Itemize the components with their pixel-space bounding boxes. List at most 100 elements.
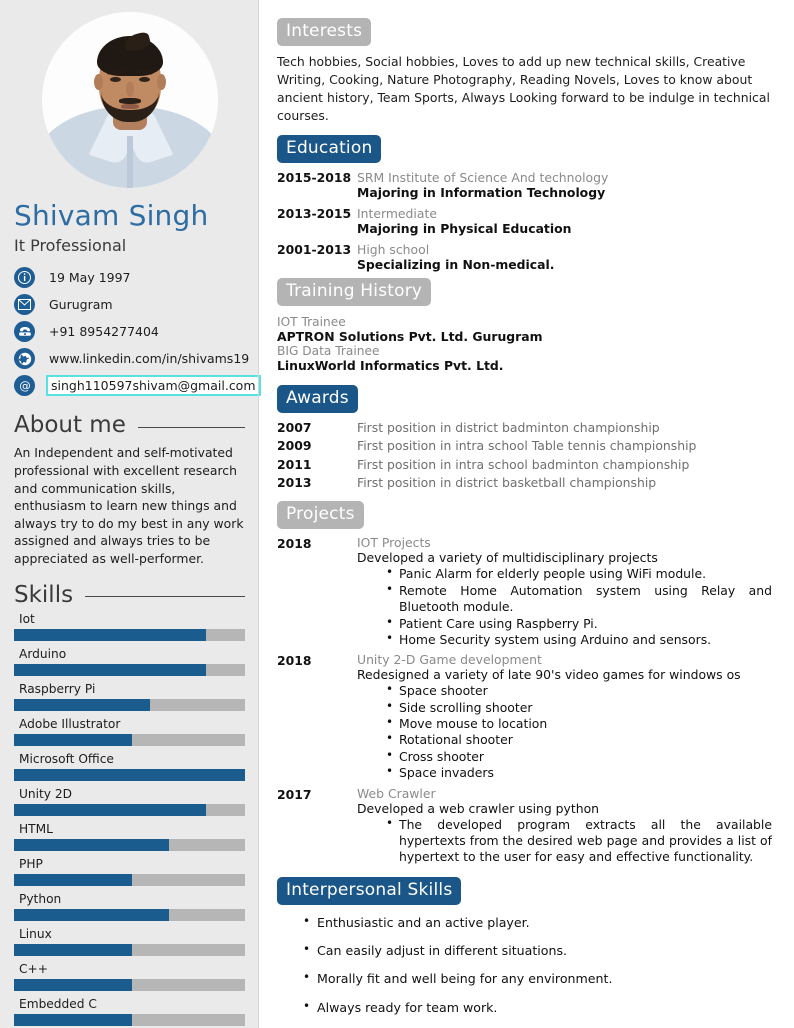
- project-bullet: Space invaders: [385, 764, 772, 781]
- projects-list: 2018 IOT Projects Developed a variety of…: [277, 535, 772, 865]
- contact-row-email[interactable]: @ singh110597shivam@gmail.com: [14, 373, 261, 398]
- skill-label: PHP: [19, 856, 43, 871]
- award-row: 2013 First position in district basketba…: [277, 474, 772, 492]
- info-icon: [14, 267, 35, 289]
- skill-bar-track: [14, 943, 245, 956]
- website-text[interactable]: www.linkedin.com/in/shivams19: [49, 351, 250, 367]
- project-bullet: Rotational shooter: [385, 731, 772, 748]
- training-company: APTRON Solutions Pvt. Ltd. Gurugram: [277, 328, 543, 344]
- training-heading: Training History: [277, 277, 432, 306]
- skill-item: Embedded C: [14, 997, 245, 1026]
- skill-bar-track: [14, 838, 245, 851]
- svg-text:@: @: [19, 379, 31, 393]
- skill-item: Microsoft Office: [14, 752, 245, 781]
- sidebar: Shivam Singh It Professional 19 May 1997…: [0, 0, 261, 1028]
- skill-bar-track: [14, 1013, 245, 1026]
- contact-row-birthdate: 19 May 1997: [14, 265, 245, 290]
- interpersonal-list: Enthusiastic and an active player. Can ea…: [277, 914, 772, 1028]
- skills-list: Iot Arduino Raspberry Pi Adobe Illustrat…: [14, 612, 245, 1026]
- skill-bar-track: [14, 733, 245, 746]
- skill-bar-track: [14, 628, 245, 641]
- birthdate-text: 19 May 1997: [49, 270, 131, 286]
- interpersonal-item: Can easily adjust in different situation…: [303, 942, 772, 959]
- education-row: 2015-2018 SRM Institute of Science And t…: [277, 170, 772, 200]
- project-title: Web Crawler: [357, 785, 436, 801]
- globe-icon: [14, 348, 35, 370]
- education-years: 2015-2018: [277, 169, 352, 185]
- avatar: [41, 12, 218, 188]
- training-company: LinuxWorld Informatics Pvt. Ltd.: [277, 357, 504, 373]
- skill-item: Arduino: [14, 647, 245, 676]
- skill-bar-track: [14, 768, 245, 781]
- skill-bar-fill: [14, 908, 169, 921]
- education-years: 2001-2013: [277, 241, 352, 257]
- award-text: First position in district badminton cha…: [357, 419, 660, 435]
- education-detail: Majoring in Information Technology: [357, 184, 606, 200]
- project-bullet-list: Space shooterSide scrolling shooterMove …: [385, 682, 772, 781]
- project-bullet: Move mouse to location: [385, 715, 772, 732]
- awards-list: 2007 First position in district badminto…: [277, 419, 772, 492]
- education-institution: Intermediate: [357, 205, 437, 221]
- project-description: Developed a variety of multidisciplinary…: [357, 550, 658, 566]
- project-bullet: Cross shooter: [385, 748, 772, 765]
- skill-bar-fill: [14, 873, 132, 886]
- project-bullet: Patient Care using Raspberry Pi.: [385, 614, 772, 632]
- project-year: 2018: [277, 653, 312, 669]
- training-role: BIG Data Trainee: [277, 343, 380, 358]
- divider: [85, 596, 245, 598]
- project-bullet: Panic Alarm for elderly people using WiF…: [385, 565, 772, 582]
- contact-row-location: Gurugram: [14, 292, 245, 317]
- education-row: 2013-2015 Intermediate Majoring in Physi…: [277, 206, 772, 236]
- skill-bar-fill: [14, 978, 132, 991]
- award-row: 2011 First position in intra school badm…: [277, 456, 772, 474]
- skill-label: Python: [19, 891, 62, 906]
- skill-item: Iot: [14, 612, 245, 641]
- skill-bar-fill: [14, 698, 151, 711]
- projects-heading: Projects: [277, 501, 364, 530]
- main-column: Interests Tech hobbies, Social hobbies, …: [259, 0, 794, 1028]
- skill-item: Linux: [14, 927, 245, 956]
- project-row: 2017 Web Crawler Developed a web crawler…: [277, 786, 772, 866]
- skill-bar-track: [14, 908, 245, 921]
- skill-bar-track: [14, 698, 245, 711]
- skill-item: Unity 2D: [14, 787, 245, 816]
- skill-label: Adobe Illustrator: [19, 716, 121, 731]
- interests-text: Tech hobbies, Social hobbies, Loves to a…: [277, 54, 770, 123]
- skill-item: Raspberry Pi: [14, 682, 245, 711]
- skill-bar-fill: [14, 1013, 132, 1026]
- project-description: Developed a web crawler using python: [357, 800, 600, 816]
- envelope-icon: [14, 294, 35, 316]
- portrait-photo: [41, 12, 218, 188]
- about-text: An Independent and self-motivated profes…: [14, 445, 244, 567]
- skill-label: Microsoft Office: [19, 751, 114, 766]
- skill-bar-fill: [14, 838, 169, 851]
- project-year: 2017: [277, 786, 312, 802]
- project-bullet: Side scrolling shooter: [385, 699, 772, 716]
- award-text: First position in intra school Table ten…: [357, 438, 697, 454]
- award-year: 2013: [277, 475, 312, 491]
- project-bullet: Space shooter: [385, 682, 772, 699]
- skill-label: C++: [19, 961, 48, 976]
- project-bullet-list: Panic Alarm for elderly people using WiF…: [385, 565, 772, 648]
- skill-item: Python: [14, 892, 245, 921]
- location-text: Gurugram: [49, 297, 113, 313]
- education-row: 2001-2013 High school Specializing in No…: [277, 242, 772, 272]
- training-list: IOT Trainee APTRON Solutions Pvt. Ltd. G…: [277, 315, 772, 373]
- page-title: Shivam Singh: [14, 199, 209, 232]
- skill-bar-track: [14, 873, 245, 886]
- award-row: 2007 First position in district badminto…: [277, 419, 772, 437]
- skill-bar-fill: [14, 628, 206, 641]
- skill-bar-fill: [14, 768, 245, 781]
- interests-heading: Interests: [277, 18, 372, 46]
- contact-row-phone: +91 8954277404: [14, 319, 245, 344]
- project-bullet: Remote Home Automation system using Rela…: [385, 582, 772, 616]
- awards-heading: Awards: [277, 384, 358, 413]
- contact-row-website[interactable]: www.linkedin.com/in/shivams19: [14, 346, 249, 371]
- award-year: 2011: [277, 456, 312, 472]
- email-text[interactable]: singh110597shivam@gmail.com: [46, 375, 261, 397]
- project-title: IOT Projects: [357, 535, 431, 551]
- project-row: 2018 Unity 2-D Game development Redesign…: [277, 652, 772, 781]
- training-row: IOT Trainee APTRON Solutions Pvt. Ltd. G…: [277, 315, 772, 344]
- skill-item: Adobe Illustrator: [14, 717, 245, 746]
- about-section-header: About me: [14, 412, 245, 438]
